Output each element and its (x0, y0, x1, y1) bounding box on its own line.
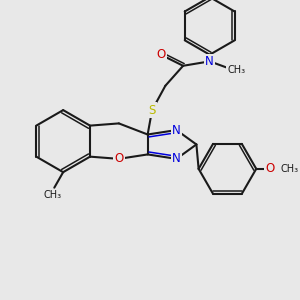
Text: S: S (148, 103, 156, 117)
Text: N: N (172, 124, 181, 136)
Text: N: N (205, 55, 214, 68)
Text: N: N (172, 152, 181, 165)
Text: CH₃: CH₃ (280, 164, 298, 174)
Text: O: O (265, 162, 274, 175)
Text: O: O (114, 152, 124, 165)
Text: O: O (156, 48, 166, 61)
Text: CH₃: CH₃ (227, 65, 245, 75)
Text: CH₃: CH₃ (43, 190, 61, 200)
